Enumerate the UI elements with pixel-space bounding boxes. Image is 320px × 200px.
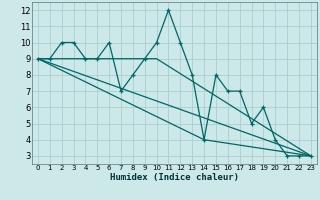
X-axis label: Humidex (Indice chaleur): Humidex (Indice chaleur) <box>110 173 239 182</box>
